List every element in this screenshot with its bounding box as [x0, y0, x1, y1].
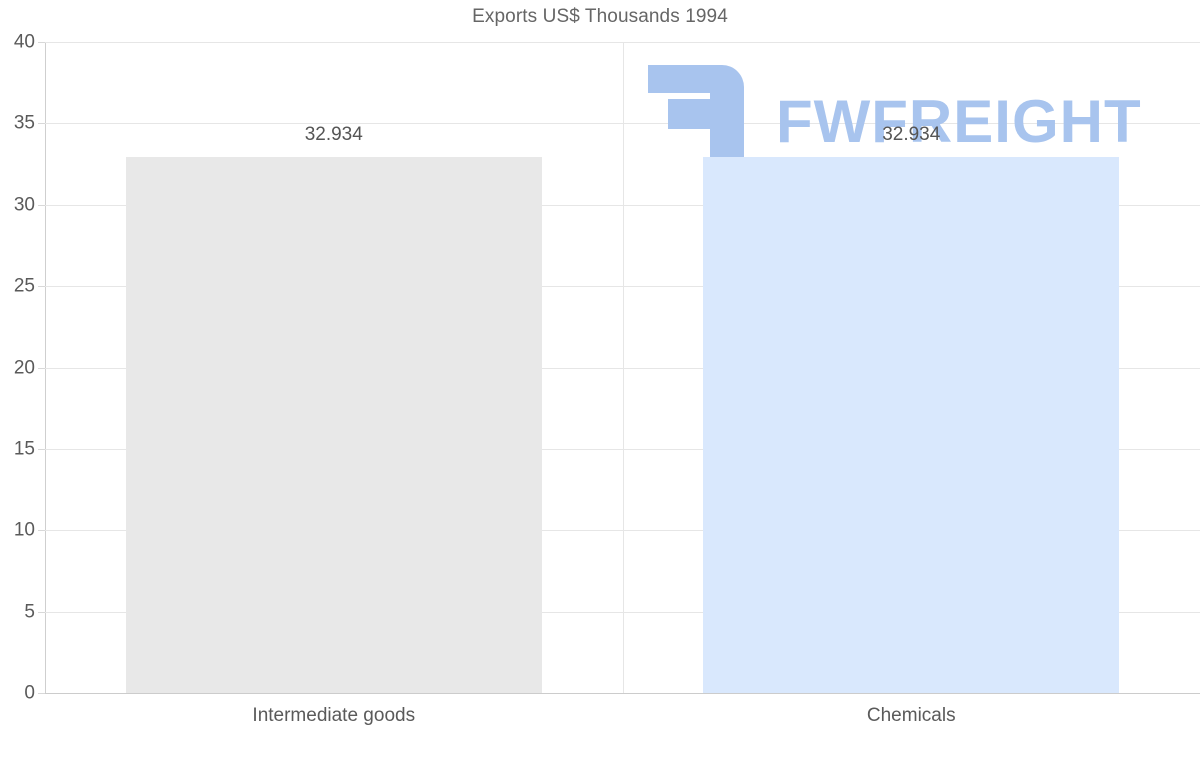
y-axis-tick-mark [38, 42, 45, 43]
y-axis-tick-mark [38, 448, 45, 450]
y-axis-tick-label: 35 [13, 112, 35, 134]
y-axis-tick-mark [38, 693, 45, 694]
gridline [45, 448, 1200, 450]
x-axis-category-label: Chemicals [866, 705, 956, 726]
y-axis-tick-mark [38, 204, 45, 206]
category-divider-gridline [623, 42, 624, 693]
chart-title: Exports US$ Thousands 1994 [472, 6, 728, 27]
bar-data-label: 32.934 [882, 123, 941, 145]
bar[interactable] [125, 156, 542, 693]
gridline [45, 611, 1200, 613]
gridline [45, 530, 1200, 532]
gridline [45, 123, 1200, 125]
y-axis-tick-label: 40 [13, 31, 35, 53]
y-axis-tick-mark [38, 530, 45, 532]
gridline [45, 286, 1200, 288]
y-axis-tick-label: 5 [24, 601, 35, 623]
gridline [45, 367, 1200, 369]
y-axis-tick-mark [38, 367, 45, 369]
y-axis-tick-label: 0 [24, 682, 35, 704]
y-axis-tick-mark [38, 123, 45, 125]
y-axis-tick-label: 10 [13, 519, 35, 541]
y-axis-tick-label: 20 [13, 357, 35, 378]
y-axis-tick-label: 25 [13, 275, 35, 297]
bar-data-label: 32.934 [304, 123, 363, 145]
gridline [45, 693, 1200, 694]
gridline [45, 42, 1200, 43]
y-axis-tick-mark [38, 611, 45, 613]
x-axis-category-label: Intermediate goods [252, 705, 416, 726]
chemicals-bar-overlay [703, 156, 1120, 693]
gridline [45, 204, 1200, 206]
y-axis-tick-label: 15 [13, 438, 35, 460]
y-axis-tick-label: 30 [13, 194, 35, 216]
y-axis-tick-mark [38, 286, 45, 288]
